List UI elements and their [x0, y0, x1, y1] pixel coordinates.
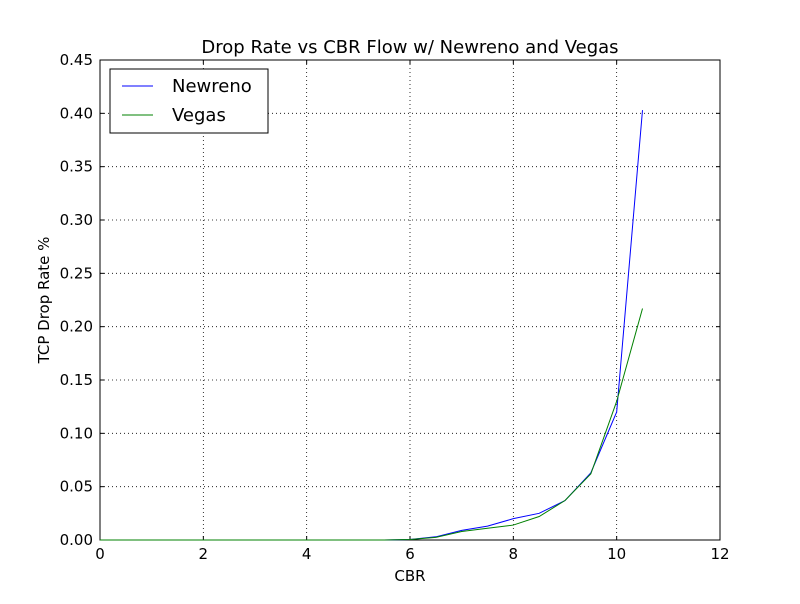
y-tick-label: 0.10	[60, 424, 93, 442]
x-axis-label: CBR	[394, 567, 425, 585]
x-tick-label: 6	[405, 545, 415, 563]
y-tick-label: 0.30	[60, 211, 93, 229]
chart-title: Drop Rate vs CBR Flow w/ Newreno and Veg…	[201, 37, 618, 58]
legend-box	[109, 68, 269, 134]
x-tick-label: 4	[302, 545, 312, 563]
y-axis-label: TCP Drop Rate %	[35, 237, 53, 365]
y-tick-label: 0.20	[60, 318, 93, 336]
y-tick-label: 0.35	[60, 158, 93, 176]
y-tick-label: 0.00	[60, 531, 93, 549]
y-tick-label: 0.45	[60, 51, 93, 69]
legend: Newreno Vegas	[109, 68, 269, 134]
x-tick-label: 12	[710, 545, 729, 563]
y-tick-label: 0.25	[60, 264, 93, 282]
legend-label-newreno: Newreno	[172, 76, 252, 97]
grid	[100, 60, 720, 540]
series	[100, 110, 643, 541]
x-tick-label: 8	[509, 545, 519, 563]
x-tick-label: 2	[199, 545, 209, 563]
x-tick-label: 10	[607, 545, 626, 563]
legend-label-vegas: Vegas	[172, 105, 226, 126]
series-line-newreno	[100, 110, 643, 541]
series-line-vegas	[100, 308, 643, 541]
ticks: 0 2 4 6 8 10 12 0.00 0.05 0.10 0.15 0.20 0.25 0.30 0.3…	[60, 51, 730, 563]
y-tick-label: 0.40	[60, 104, 93, 122]
x-tick-label: 0	[95, 545, 105, 563]
y-tick-label: 0.05	[60, 478, 93, 496]
y-tick-label: 0.15	[60, 371, 93, 389]
